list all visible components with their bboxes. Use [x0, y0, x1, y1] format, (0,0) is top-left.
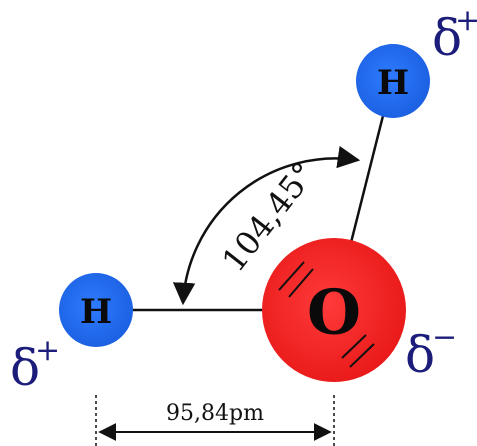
lone-pair-mark	[288, 268, 314, 298]
hydrogen-left-symbol: H	[80, 292, 112, 332]
hydrogen-right-atom: H	[356, 44, 430, 118]
delta-symbol: δ	[432, 9, 462, 67]
charge-hydrogen-right: δ +	[432, 3, 477, 67]
bond-length-label: 95,84pm	[166, 401, 264, 426]
oxygen-symbol: O	[307, 276, 361, 349]
delta-symbol: δ	[10, 339, 40, 397]
charge-oxygen: δ −	[405, 320, 457, 384]
hydrogen-left-sphere	[59, 273, 133, 347]
lone-pair-mark	[278, 261, 305, 291]
charge-sign: +	[35, 333, 60, 368]
oxygen-atom: O	[262, 238, 406, 382]
hydrogen-right-sphere	[356, 44, 430, 118]
lone-pair-mark	[349, 343, 375, 368]
hydrogen-right-symbol: H	[377, 63, 409, 103]
charge-sign: −	[432, 320, 457, 355]
charge-hydrogen-left: δ +	[10, 333, 60, 397]
delta-symbol: δ	[405, 326, 435, 384]
hydrogen-left-atom: H	[59, 273, 133, 347]
lone-pair-mark	[341, 334, 367, 359]
bond-angle-arc	[172, 145, 361, 306]
oxygen-sphere	[262, 238, 406, 382]
charge-sign: +	[455, 3, 477, 38]
